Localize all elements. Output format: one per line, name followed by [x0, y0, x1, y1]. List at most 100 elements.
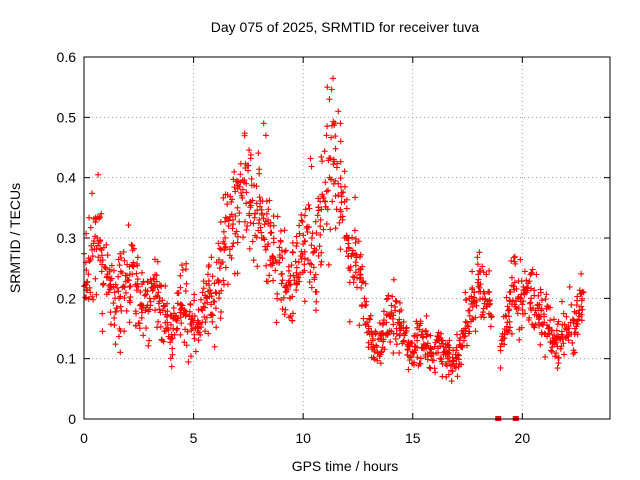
data-point: [282, 306, 289, 313]
data-point: [117, 268, 124, 275]
data-point: [547, 304, 554, 311]
y-tick-label: 0.1: [57, 351, 77, 367]
data-point: [82, 282, 89, 289]
data-point: [234, 233, 241, 240]
data-point: [208, 290, 215, 297]
data-point: [287, 281, 294, 288]
data-point: [293, 269, 300, 276]
data-point: [97, 257, 104, 264]
axes: 0 0.1 0.2 0.3 0.4 0.5 0.6 0 5 10 15 20: [57, 49, 610, 446]
data-point: [104, 252, 111, 259]
data-point: [293, 264, 300, 271]
data-point: [319, 193, 326, 200]
data-point: [335, 108, 342, 115]
data-point: [147, 276, 154, 283]
data-point: [135, 320, 142, 327]
data-point: [359, 263, 366, 270]
data-point: [153, 278, 160, 285]
data-point: [318, 206, 325, 213]
data-point: [267, 230, 274, 237]
data-point: [203, 295, 210, 302]
data-point: [487, 323, 494, 330]
data-point: [332, 192, 339, 199]
data-point: [555, 360, 562, 367]
data-point: [218, 287, 225, 294]
data-point: [250, 257, 257, 264]
data-point: [269, 253, 276, 260]
data-point: [208, 311, 215, 318]
data-point: [114, 284, 121, 291]
data-point: [576, 313, 583, 320]
data-point: [318, 153, 325, 160]
data-point: [555, 318, 562, 325]
data-point: [280, 294, 287, 301]
data-point: [482, 296, 489, 303]
data-point: [475, 276, 482, 283]
data-point: [329, 198, 336, 205]
data-point: [503, 323, 510, 330]
data-point: [262, 246, 269, 253]
data-point: [500, 335, 507, 342]
data-point: [367, 312, 374, 319]
data-point: [380, 336, 387, 343]
data-point: [341, 198, 348, 205]
data-point: [427, 365, 434, 372]
data-point: [453, 331, 460, 338]
data-point: [332, 145, 339, 152]
data-point: [379, 331, 386, 338]
data-point: [177, 284, 184, 291]
data-point: [337, 246, 344, 253]
data-point: [431, 343, 438, 350]
data-point: [388, 302, 395, 309]
data-point: [535, 322, 542, 329]
data-point: [234, 185, 241, 192]
data-point: [117, 250, 124, 257]
data-point: [200, 285, 207, 292]
data-point: [462, 325, 469, 332]
data-point: [485, 288, 492, 295]
data-point: [301, 267, 308, 274]
data-point: [246, 212, 253, 219]
y-tick-label: 0.3: [57, 230, 77, 246]
data-point: [127, 283, 134, 290]
data-point: [426, 364, 433, 371]
data-point: [361, 295, 368, 302]
data-point: [183, 280, 190, 287]
data-point: [327, 226, 334, 233]
data-point: [258, 229, 265, 236]
data-point: [507, 324, 514, 331]
data-point: [372, 328, 379, 335]
data-point: [277, 237, 284, 244]
data-point: [134, 254, 141, 261]
data-point: [297, 271, 304, 278]
data-point: [241, 132, 248, 139]
data-point: [463, 342, 470, 349]
data-point: [243, 180, 250, 187]
data-point: [364, 319, 371, 326]
data-point: [237, 189, 244, 196]
data-point: [94, 235, 101, 241]
data-point: [123, 272, 130, 279]
data-point: [545, 325, 552, 332]
data-point: [480, 305, 487, 312]
data-point: [473, 302, 480, 309]
data-point: [513, 285, 520, 292]
data-point: [332, 120, 339, 127]
data-point: [274, 213, 281, 220]
data-point: [457, 335, 464, 342]
data-point: [444, 355, 451, 362]
data-point: [356, 322, 363, 329]
data-point: [537, 341, 544, 348]
data-point: [195, 337, 202, 344]
data-point: [405, 366, 412, 373]
data-point: [126, 283, 133, 290]
data-point: [576, 307, 583, 314]
data-point: [229, 196, 236, 203]
data-point: [124, 277, 131, 284]
data-point: [541, 319, 548, 326]
data-point: [416, 322, 423, 329]
data-point: [510, 283, 517, 290]
data-point: [340, 189, 347, 196]
data-point: [312, 271, 319, 278]
data-point: [128, 241, 135, 248]
